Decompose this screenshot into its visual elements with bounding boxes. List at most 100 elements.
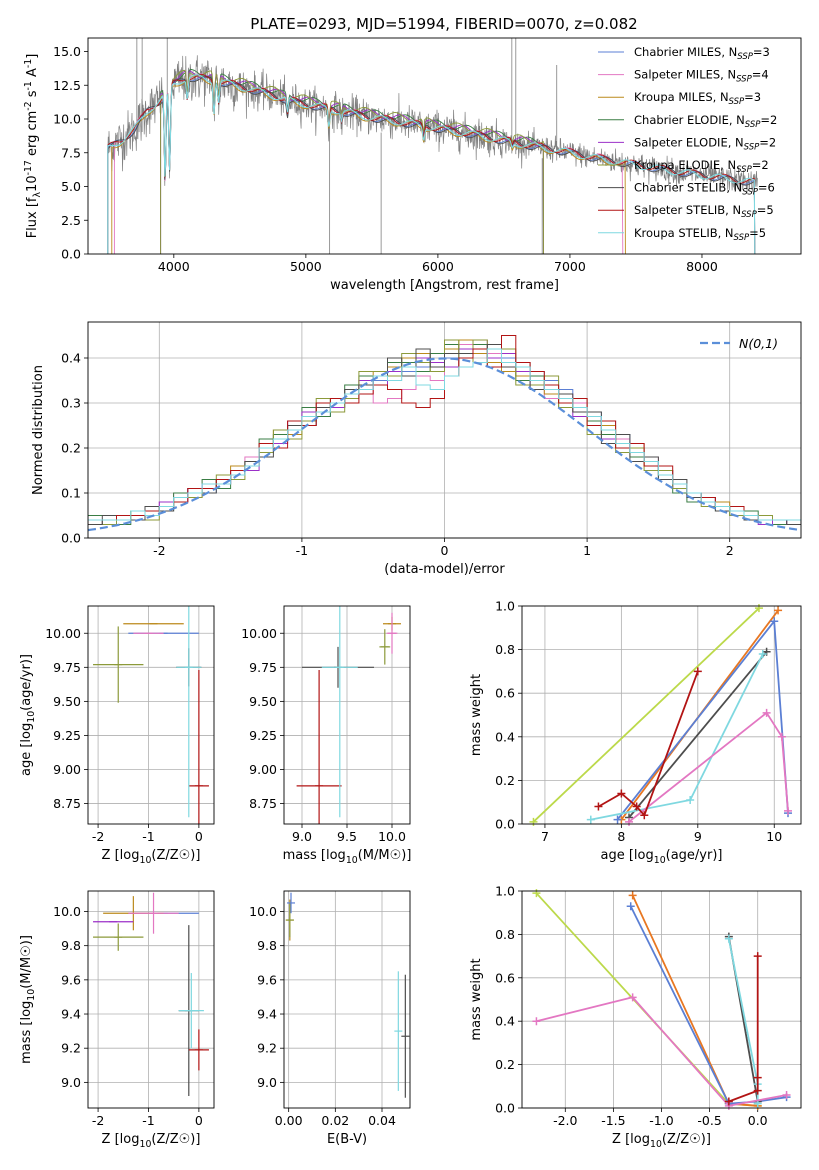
mass-weight-point xyxy=(762,708,771,717)
legend-subscript: SSP xyxy=(729,97,745,107)
label-segment: mass [ xyxy=(19,1021,34,1064)
tick-label-x: -1 xyxy=(296,543,308,558)
legend-subscript: SSP xyxy=(744,142,760,152)
tick-label-x: 10 xyxy=(766,829,782,844)
tick-label-y: 9.4 xyxy=(61,1007,81,1022)
tick-label-x: 8 xyxy=(617,829,625,844)
mass-weight-track-4 xyxy=(628,651,768,819)
tick-label-x: 4000 xyxy=(158,259,190,274)
tick-label-x: 0.02 xyxy=(321,1113,349,1128)
tick-label-y: 10.00 xyxy=(45,626,81,641)
mass-weight-point xyxy=(628,891,637,900)
tick-label-x: 0 xyxy=(195,829,203,844)
tick-label-y: 9.4 xyxy=(257,1007,277,1022)
mass-weight-track-6 xyxy=(536,996,787,1107)
label-segment: (Z/Z☉)] xyxy=(662,1132,711,1147)
mass-weight-point xyxy=(628,993,637,1002)
label-segment: ] xyxy=(25,54,40,59)
tick-label-x: 9 xyxy=(694,829,702,844)
tick-label-x: -1.0 xyxy=(649,1113,673,1128)
label-segment: 10 xyxy=(140,1139,152,1150)
tick-label-y: 0.0 xyxy=(61,531,81,546)
tick-label-y: 9.75 xyxy=(53,660,81,675)
tick-label-y: 9.75 xyxy=(249,660,277,675)
tick-label-x: 2 xyxy=(726,543,734,558)
legend-count: =6 xyxy=(758,181,775,195)
mass-vs-extinction-panel: 0.00 0.02 0.04 9.0 9.2 9.4 9.6 9.8 10.0 E(B-V) xyxy=(249,890,411,1147)
axes-frame xyxy=(87,321,802,539)
legend-count: =2 xyxy=(752,158,769,172)
tick-label-y: 9.2 xyxy=(61,1041,81,1056)
x-axis-label: Z [log10(Z/Z☉)] xyxy=(612,1132,711,1150)
mass-weight-point xyxy=(693,667,702,676)
model-spectrum-6 xyxy=(160,69,544,254)
tick-label-x: 0 xyxy=(195,1113,203,1128)
mass-weight-point xyxy=(758,649,767,658)
tick-label-y: 9.00 xyxy=(53,762,81,777)
tick-label-y: 0.4 xyxy=(495,729,515,744)
tick-label-y: 0.6 xyxy=(495,686,515,701)
mass-weight-point xyxy=(777,732,786,741)
mass-weight-point xyxy=(753,952,762,961)
legend-subscript: SSP xyxy=(734,233,750,243)
label-segment: -1 xyxy=(23,81,34,90)
mass-weight-point xyxy=(753,1073,762,1082)
label-segment: -17 xyxy=(23,160,34,175)
label-segment: s xyxy=(25,90,40,101)
tick-label-x: -2 xyxy=(92,829,104,844)
mass-weight-point xyxy=(754,604,763,613)
tick-label-y: 0.3 xyxy=(61,396,81,411)
mass-weight-point xyxy=(594,802,603,811)
label-segment: erg cm xyxy=(25,111,40,160)
tick-label-y: 7.5 xyxy=(61,145,81,160)
mass-weight-track-7 xyxy=(728,956,759,1103)
mass-weight-vs-metallicity-panel: -2.0 -1.5 -1.0 -0.5 0.0 0.0 0.2 0.4 0.6 0.8 1.0 Z [… xyxy=(469,884,802,1150)
label-segment: 10 xyxy=(26,989,37,1001)
axes-frame xyxy=(87,605,215,825)
legend-count: =5 xyxy=(749,226,766,240)
mass-weight-point xyxy=(686,796,695,805)
legend-subscript: SSP xyxy=(742,188,758,198)
mass-weight-point xyxy=(617,789,626,798)
mass-weight-point xyxy=(613,815,622,824)
label-segment: (Z/Z☉)] xyxy=(151,1132,200,1147)
legend-label: Chabrier MILES, NSSP=3 xyxy=(634,45,770,62)
mass-weight-point xyxy=(774,606,783,615)
tick-label-y: 0.8 xyxy=(495,642,515,657)
legend-label: Kroupa STELIB, NSSP=5 xyxy=(634,226,766,243)
legend-subscript: SSP xyxy=(745,120,761,130)
legend-label: Salpeter STELIB, NSSP=5 xyxy=(634,203,774,220)
tick-label-y: 9.00 xyxy=(249,762,277,777)
tick-label-x: 9.0 xyxy=(292,829,312,844)
tick-label-y: 0.4 xyxy=(61,351,81,366)
legend-label: Chabrier STELIB, NSSP=6 xyxy=(634,181,775,198)
label-segment: (data-model)/error xyxy=(384,562,505,577)
tick-label-x: -1 xyxy=(142,829,154,844)
tick-label-x: 0 xyxy=(441,543,449,558)
tick-label-x: 9.5 xyxy=(337,829,357,844)
tick-label-x: -2 xyxy=(153,543,165,558)
tick-label-x: -2 xyxy=(92,1113,104,1128)
mass-weight-track-6 xyxy=(628,711,789,823)
y-axis-label: Flux [fλ10-17 erg cm-2 s-1 A-1] xyxy=(23,54,43,239)
label-segment: age [ xyxy=(19,743,34,776)
label-segment: (M/M☉)] xyxy=(358,848,412,863)
legend-label: Kroupa ELODIE, NSSP=2 xyxy=(634,158,769,175)
label-segment: Normed distribution xyxy=(31,365,46,495)
label-segment: log xyxy=(19,723,34,743)
tick-label-y: 15.0 xyxy=(53,44,81,59)
x-axis-label: E(B-V) xyxy=(327,1132,367,1147)
legend-count: =2 xyxy=(760,113,777,127)
spectrum-title: PLATE=0293, MJD=51994, FIBERID=0070, z=0… xyxy=(250,15,637,33)
tick-label-y: 9.25 xyxy=(53,728,81,743)
label-segment: (age/yr)] xyxy=(666,848,723,863)
label-segment: mass weight xyxy=(469,674,484,756)
label-segment: (age/yr)] xyxy=(19,654,34,711)
tick-label-x: 0.04 xyxy=(368,1113,396,1128)
y-axis-label: mass weight xyxy=(469,958,484,1040)
label-segment: log xyxy=(634,848,654,863)
mass-weight-point xyxy=(640,811,649,820)
tick-label-y: 9.25 xyxy=(249,728,277,743)
